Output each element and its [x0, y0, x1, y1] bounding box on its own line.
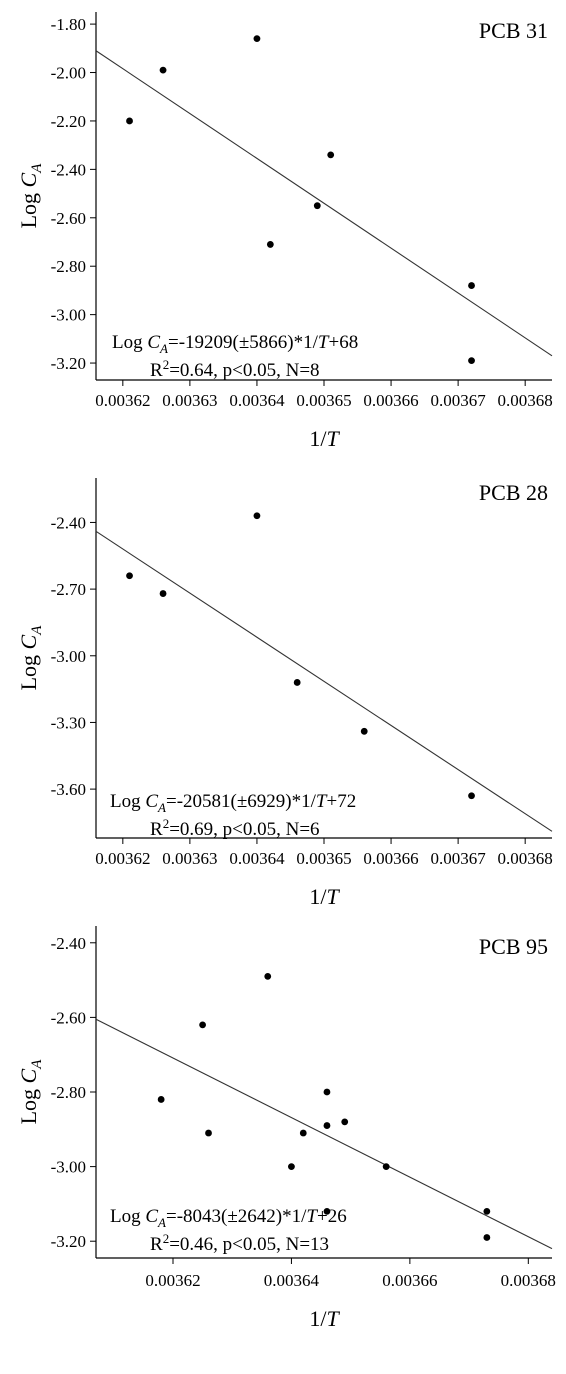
y-tick-label: -1.80: [51, 15, 86, 34]
chart-title: PCB 31: [479, 18, 548, 43]
data-point: [264, 972, 272, 980]
data-point: [199, 1021, 206, 1029]
x-tick-label: 0.00366: [382, 1271, 437, 1290]
data-point: [468, 357, 475, 365]
x-tick-label: 0.00368: [498, 849, 553, 868]
y-tick-label: -2.60: [51, 1008, 86, 1027]
regression-line: [95, 50, 553, 357]
y-tick-label: -3.00: [51, 647, 86, 666]
regression-equation: Log CA=-19209(±5866)*1/T+68: [112, 332, 358, 356]
y-tick-label: -2.80: [51, 257, 86, 276]
data-point: [126, 572, 133, 580]
chart-panel-pcb95: -2.40 -2.60 -2.80 -3.00 -3.20 0.00362 0.00364 0…: [0, 914, 566, 1374]
x-tick-label: 0.00366: [363, 391, 418, 410]
data-point: [323, 1088, 331, 1096]
x-tick-label: 0.00363: [162, 391, 217, 410]
data-point: [327, 151, 335, 159]
data-point: [253, 35, 261, 43]
regression-equation: Log CA=-8043(±2642)*1/T+26: [110, 1206, 347, 1230]
data-point: [157, 1096, 165, 1103]
x-tick-label: 0.00367: [430, 849, 486, 868]
data-point: [382, 1163, 390, 1171]
data-point: [266, 241, 274, 248]
y-tick-label: -2.20: [51, 112, 86, 131]
data-point: [288, 1163, 295, 1171]
x-axis-label: 1/T: [309, 426, 340, 451]
y-tick-label: -3.20: [51, 354, 86, 373]
y-tick-label: -3.30: [51, 713, 86, 732]
data-point: [126, 117, 133, 125]
x-axis-label: 1/T: [309, 1306, 340, 1331]
data-point: [299, 1129, 307, 1137]
data-point: [313, 202, 321, 210]
x-tick-label: 0.00367: [430, 391, 486, 410]
x-tick-label: 0.00362: [95, 391, 150, 410]
y-tick-label: -3.00: [51, 1158, 86, 1177]
chart-panel-pcb28: -2.40 -2.70 -3.00 -3.30 -3.60 0.00362 0.00363 0…: [0, 458, 566, 914]
chart-title: PCB 28: [479, 480, 548, 505]
y-tick-label: -3.00: [51, 306, 86, 325]
y-tick-label: -2.70: [51, 580, 86, 599]
pcb28-chart: -2.40 -2.70 -3.00 -3.30 -3.60 0.00362 0.00363 0…: [16, 478, 553, 909]
data-point: [360, 727, 368, 735]
y-tick-label: -3.20: [51, 1232, 86, 1251]
y-tick-label: -2.80: [51, 1083, 86, 1102]
x-tick-label: 0.00362: [145, 1271, 200, 1290]
regression-stats: R2=0.69, p<0.05, N=6: [150, 816, 320, 840]
chart-title: PCB 95: [479, 934, 548, 959]
data-point: [341, 1118, 349, 1126]
y-axis-label: Log CA: [16, 625, 45, 691]
x-tick-label: 0.00366: [363, 849, 418, 868]
regression-stats: R2=0.64, p<0.05, N=8: [150, 357, 320, 381]
x-tick-label: 0.00364: [229, 849, 285, 868]
y-axis-label: Log CA: [16, 1059, 45, 1125]
regression-equation: Log CA=-20581(±6929)*1/T+72: [110, 791, 356, 815]
data-point: [323, 1207, 331, 1215]
x-tick-label: 0.00365: [296, 849, 351, 868]
y-tick-label: -3.60: [51, 780, 86, 799]
y-axis-label: Log CA: [16, 163, 45, 229]
chart-panel-pcb31: -1.80 -2.00 -2.20 -2.40 -2.60 -2.80 -3.00 -3.20…: [0, 0, 566, 458]
regression-line: [95, 1018, 553, 1250]
x-tick-label: 0.00364: [229, 391, 285, 410]
x-tick-label: 0.00364: [264, 1271, 320, 1290]
x-tick-label: 0.00363: [162, 849, 217, 868]
x-axis-label: 1/T: [309, 884, 340, 909]
y-tick-label: -2.40: [51, 160, 86, 179]
data-point: [483, 1234, 491, 1241]
y-tick-label: -2.40: [51, 513, 86, 532]
x-tick-label: 0.00365: [296, 391, 351, 410]
data-point: [253, 512, 261, 520]
x-tick-label: 0.00368: [498, 391, 553, 410]
data-point: [468, 792, 475, 800]
x-tick-label: 0.00368: [501, 1271, 556, 1290]
pcb95-chart: -2.40 -2.60 -2.80 -3.00 -3.20 0.00362 0.00364 0…: [16, 926, 556, 1331]
y-tick-label: -2.40: [51, 934, 86, 953]
data-point: [468, 282, 475, 289]
y-tick-label: -2.60: [51, 209, 86, 228]
x-tick-label: 0.00362: [95, 849, 150, 868]
data-point: [205, 1129, 212, 1137]
data-point: [323, 1122, 331, 1129]
data-point: [159, 590, 167, 597]
pcb31-chart: -1.80 -2.00 -2.20 -2.40 -2.60 -2.80 -3.00 -3.20…: [16, 12, 553, 451]
regression-stats: R2=0.46, p<0.05, N=13: [150, 1231, 329, 1255]
data-point: [483, 1207, 491, 1215]
data-point: [293, 679, 301, 686]
y-tick-label: -2.00: [51, 64, 86, 83]
data-point: [159, 66, 167, 74]
regression-line: [95, 530, 553, 832]
